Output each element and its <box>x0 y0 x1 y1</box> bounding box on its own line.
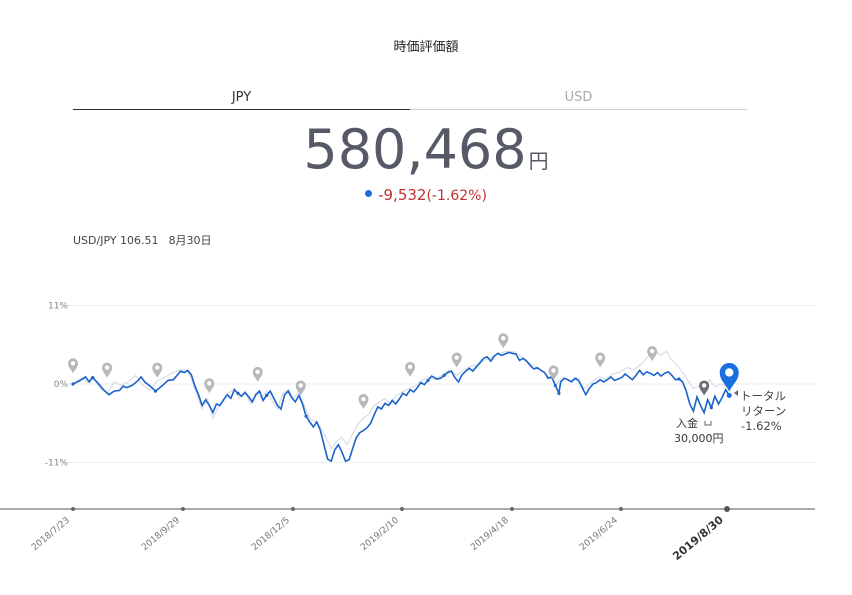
pin-hole <box>725 368 734 377</box>
x-tick-label: 2018/9/29 <box>140 515 182 552</box>
x-tick-dot <box>71 507 75 511</box>
tab-usd[interactable]: USD <box>410 86 747 110</box>
fx-rate: USD/JPY 106.51 8月30日 <box>73 232 222 248</box>
pin-hole <box>701 383 707 388</box>
event-marker-icon <box>405 361 416 377</box>
total-return-label: リターン <box>741 404 786 418</box>
event-marker-icon <box>358 394 369 410</box>
event-marker-icon <box>647 346 658 362</box>
pin-hole <box>454 355 459 360</box>
data-point <box>91 375 95 380</box>
x-tick-label: 2019/2/10 <box>359 515 401 552</box>
x-tick-dot <box>510 507 514 511</box>
pin-hole <box>649 348 655 354</box>
data-point <box>709 405 713 410</box>
x-tick-dot <box>291 507 295 511</box>
pin-hole <box>70 361 76 366</box>
pin-body <box>719 362 739 392</box>
event-marker-icon <box>204 378 215 394</box>
event-marker-icon <box>68 358 78 374</box>
pin-body <box>548 365 559 381</box>
pin-hole <box>407 364 413 370</box>
current-position-marker-icon <box>719 362 739 392</box>
total-return-pointer-icon <box>734 390 738 396</box>
tab-jpy[interactable]: JPY <box>73 86 410 110</box>
pin-body <box>102 362 113 378</box>
event-marker-icon <box>451 352 462 368</box>
event-marker-icon <box>295 380 306 396</box>
x-tick-label: 2019/8/30 <box>670 513 726 563</box>
x-tick-dot <box>619 507 623 511</box>
x-tick-dot <box>400 507 404 511</box>
data-point <box>553 383 557 388</box>
current-point <box>726 392 732 398</box>
page-title: 時価評価額 <box>393 40 459 55</box>
data-point <box>265 393 269 398</box>
event-marker-icon <box>548 365 559 381</box>
currency-tabs: JPY USD <box>73 86 747 110</box>
data-point <box>236 391 240 395</box>
valuation-total: 580,468 円 <box>0 118 852 181</box>
pin-body <box>498 333 509 349</box>
y-tick-label: 0% <box>54 380 69 390</box>
series-benchmark-line <box>72 350 730 450</box>
data-point <box>557 391 561 395</box>
pin-hole <box>104 365 110 370</box>
pin-body <box>358 394 369 410</box>
pin-body <box>451 352 462 368</box>
fx-rate-date: 8月30日 <box>168 234 212 247</box>
change-dot-icon <box>365 190 373 197</box>
pin-hole <box>501 336 506 341</box>
x-tick-label: 2019/4/18 <box>469 515 511 552</box>
total-return-label: -1.62% <box>741 419 782 433</box>
valuation-amount: 580,468 <box>303 118 527 181</box>
pin-body <box>252 366 263 382</box>
event-marker-icon <box>498 333 509 349</box>
deposit-tray-icon <box>704 421 712 426</box>
data-point <box>71 382 75 386</box>
y-tick-label: 11% <box>48 301 68 311</box>
data-point <box>153 389 158 393</box>
deposit-label: 入金 <box>676 416 698 430</box>
pin-hole <box>361 396 366 402</box>
pin-hole <box>597 355 603 360</box>
data-point <box>442 373 446 378</box>
x-tick-label: 2018/7/23 <box>30 516 72 553</box>
pin-body <box>152 362 163 378</box>
fx-rate-label: USD/JPY 106.51 <box>73 234 159 247</box>
deposit-marker-icon <box>699 380 710 396</box>
pin-hole <box>298 383 303 388</box>
change-percent: (-1.62%) <box>426 188 487 204</box>
series-portfolio-line <box>72 351 730 463</box>
data-point <box>426 378 430 383</box>
pin-body <box>68 358 78 374</box>
x-tick-dot <box>724 506 730 512</box>
change-summary: -9,532(-1.62%) <box>0 186 852 204</box>
change-amount: -9,532 <box>378 186 427 204</box>
x-tick-label: 2018/12/5 <box>250 516 292 553</box>
pin-body <box>405 361 416 377</box>
pin-body <box>295 380 306 396</box>
event-marker-icon <box>252 366 263 382</box>
event-marker-icon <box>595 352 606 368</box>
pin-body <box>204 378 215 394</box>
pin-body <box>699 380 710 396</box>
pin-body <box>595 352 606 368</box>
x-tick-label: 2019/6/24 <box>578 515 620 552</box>
pin-hole <box>255 369 260 375</box>
total-return-label: トータル <box>740 389 786 403</box>
event-marker-icon <box>102 362 113 378</box>
pin-hole <box>207 381 212 386</box>
pin-body <box>647 346 658 362</box>
x-tick-dot <box>181 507 185 511</box>
event-marker-icon <box>152 362 163 378</box>
pin-hole <box>551 368 556 373</box>
pin-hole <box>155 365 160 370</box>
data-point <box>304 414 308 418</box>
data-point <box>677 377 681 381</box>
y-tick-label: -11% <box>45 459 69 469</box>
deposit-amount: 30,000円 <box>674 432 724 445</box>
valuation-unit: 円 <box>528 149 549 173</box>
